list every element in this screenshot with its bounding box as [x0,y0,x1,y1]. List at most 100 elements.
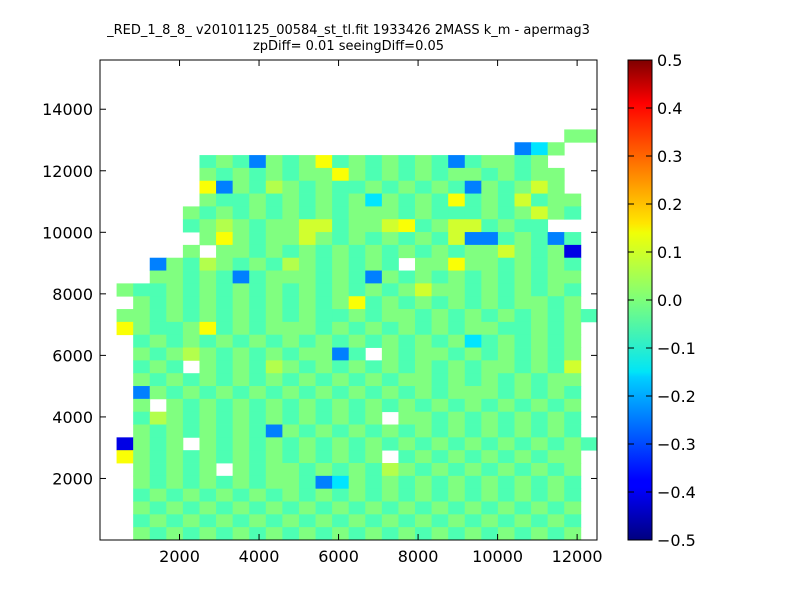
heatmap-cell [282,334,300,348]
heatmap-cell [232,527,250,540]
heatmap-cell [332,206,350,220]
heatmap-cell [166,527,184,540]
heatmap-cell [166,283,184,297]
heatmap-cell [166,386,184,400]
heatmap-cell [315,501,333,515]
heatmap-cell [448,514,466,528]
heatmap-cell [133,488,151,502]
heatmap-cell [398,219,416,233]
heatmap-cell [431,411,449,425]
heatmap-cell [216,514,234,528]
heatmap-cell [133,360,151,374]
heatmap-cell [249,283,267,297]
heatmap-cell [531,296,549,310]
heatmap-cell [265,193,283,207]
heatmap-cell [133,296,151,310]
heatmap-cell [265,527,283,540]
heatmap-cell [265,155,283,169]
heatmap-cell [381,373,399,387]
heatmap-cell [249,232,267,246]
heatmap-cell [282,219,300,233]
heatmap-cell [514,450,532,464]
heatmap-cell [464,193,482,207]
heatmap-cell [398,167,416,182]
heatmap-cell [547,450,565,464]
heatmap-cell [249,309,267,323]
heatmap-cell [265,347,283,361]
heatmap-cell [398,321,416,336]
heatmap-cell [431,360,449,374]
heatmap-cell [531,193,549,207]
heatmap-cell [415,296,432,310]
heatmap-cell [464,463,482,477]
heatmap-cell [564,437,582,451]
heatmap-cell [332,347,350,361]
heatmap-cell [315,219,333,233]
heatmap-cell [348,283,366,297]
heatmap-cell [431,514,449,528]
heatmap-cell [415,424,432,438]
heatmap-cell [564,283,582,297]
heatmap-cell [531,360,549,374]
heatmap-cell [415,373,432,387]
heatmap-cell [166,309,184,323]
heatmap-cell [249,386,267,400]
x-tick-label: 4000 [239,547,280,566]
heatmap-cell [398,309,416,323]
heatmap-cell [547,206,565,220]
heatmap-cell [216,347,234,361]
heatmap-cell [398,206,416,220]
heatmap-cell [149,424,167,438]
heatmap-cell [531,398,549,413]
heatmap-cell [348,219,366,233]
heatmap-cell [497,347,515,361]
heatmap-cell [580,129,597,143]
heatmap-cell [216,386,234,400]
heatmap-cell [199,257,217,271]
colorbar-tick-label: 0.0 [657,291,682,310]
heatmap-cell [133,398,151,413]
heatmap-cell [249,219,267,233]
heatmap-cell [481,527,499,540]
heatmap-cell [464,386,482,400]
heatmap-cell [564,450,582,464]
heatmap-cell [265,334,283,348]
heatmap-cell [348,386,366,400]
heatmap-cell [564,309,582,323]
heatmap-cell [133,527,151,540]
heatmap-cell [216,244,234,259]
heatmap-cell [497,386,515,400]
heatmap-cell [564,206,582,220]
heatmap-cell [332,398,350,413]
heatmap-cell [564,373,582,387]
heatmap-cell [282,373,300,387]
heatmap-cell [199,334,217,348]
heatmap-cell [497,232,515,246]
heatmap-cell [547,475,565,490]
heatmap-cell [182,424,200,438]
heatmap-cell [116,309,134,323]
heatmap-cell [497,244,515,259]
heatmap-cell [332,219,350,233]
heatmap-cell [381,386,399,400]
heatmap-cell [216,398,234,413]
heatmap-cell [348,180,366,194]
heatmap-cell [298,155,316,169]
heatmap-cell [448,270,466,284]
heatmap-cell [249,334,267,348]
heatmap-cell [398,488,416,502]
heatmap-cell [348,514,366,528]
heatmap-cell [514,514,532,528]
heatmap-cell [464,373,482,387]
heatmap-cell [514,309,532,323]
heatmap-cell [415,475,432,490]
heatmap-cell [464,167,482,182]
y-tick-label: 10000 [42,223,93,242]
heatmap-cell [133,347,151,361]
x-tick-label: 12000 [552,547,603,566]
heatmap-cell [464,514,482,528]
heatmap-cell [431,296,449,310]
heatmap-cell [381,309,399,323]
heatmap-cell [514,283,532,297]
